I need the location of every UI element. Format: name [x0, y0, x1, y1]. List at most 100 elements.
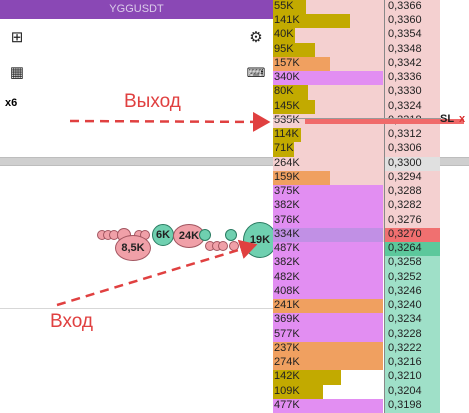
orderbook-row[interactable]: 577K 0,3228	[273, 327, 440, 342]
volume-bar	[273, 142, 294, 157]
price-cell	[385, 213, 440, 228]
orderbook-row[interactable]: 382K 0,3282	[273, 199, 440, 214]
price-value: 0,3198	[388, 398, 422, 411]
price-value: 0,3264	[388, 242, 422, 255]
volume-value: 408K	[274, 284, 300, 297]
volume-value: 55K	[274, 0, 294, 12]
gear-icon[interactable]: ⚙	[249, 29, 263, 46]
volume-bar	[273, 398, 383, 413]
volume-value: 334K	[274, 227, 300, 240]
orderbook-row[interactable]: 241K 0,3240	[273, 299, 440, 314]
orderbook-row[interactable]: 55K 0,3366	[273, 0, 440, 15]
exit-arrow	[69, 111, 271, 132]
price-value: 0,3216	[388, 356, 422, 369]
volume-bar	[273, 128, 301, 143]
window-title: YGGUSDT	[0, 0, 273, 19]
price-value: 0,3234	[388, 313, 422, 326]
price-cell	[385, 256, 440, 271]
orderbook-row[interactable]: 109K 0,3204	[273, 384, 440, 399]
price-cell	[385, 327, 440, 342]
orderbook-row[interactable]: 340K 0,3336	[273, 71, 440, 86]
price-cell	[385, 270, 440, 285]
price-cell	[385, 142, 440, 157]
grid-line	[0, 308, 273, 309]
volume-value: 535K	[274, 113, 300, 126]
volume-bar	[273, 213, 383, 228]
orderbook-row[interactable]: 274K 0,3216	[273, 356, 440, 371]
price-value: 0,3288	[388, 185, 422, 198]
orderbook-row[interactable]: 95K 0,3348	[273, 42, 440, 57]
volume-value: 369K	[274, 313, 300, 326]
add-chart-icon[interactable]: ⊞	[10, 29, 24, 46]
trade-bubble	[218, 241, 228, 251]
orderbook-row[interactable]: 141K 0,3360	[273, 14, 440, 29]
orderbook-row[interactable]: 157K 0,3342	[273, 56, 440, 72]
calculator-icon[interactable]: ▦	[9, 64, 25, 81]
volume-bar	[273, 370, 342, 385]
volume-value: 482K	[274, 270, 300, 283]
volume-value: 487K	[274, 242, 300, 255]
price-value: 0,3354	[388, 28, 422, 41]
orderbook-row[interactable]: 334K 0,3270	[273, 227, 440, 243]
price-cell	[385, 85, 440, 100]
price-value: 0,3360	[388, 14, 422, 27]
orderbook-row[interactable]: 408K 0,3246	[273, 284, 440, 300]
orderbook-row[interactable]: 382K 0,3258	[273, 256, 440, 271]
price-cell	[385, 341, 440, 357]
price-cell	[385, 42, 440, 57]
price-value: 0,3276	[388, 213, 422, 226]
pane-separator-right	[440, 157, 469, 166]
volume-value: 159K	[274, 170, 300, 183]
volume-value: 274K	[274, 356, 300, 369]
price-cell	[385, 14, 440, 29]
orderbook-row[interactable]: 375K 0,3288	[273, 185, 440, 200]
cluster-label: 6K	[155, 229, 171, 241]
volume-bar	[273, 71, 383, 86]
price-value: 0,3366	[388, 0, 422, 12]
volume-value: 382K	[274, 199, 300, 212]
orderbook-row[interactable]: 264K 0,3300	[273, 156, 440, 171]
orderbook-row[interactable]: 71K 0,3306	[273, 142, 440, 157]
keyboard-icon[interactable]: ⌨	[246, 65, 266, 80]
pane-separator[interactable]	[0, 157, 273, 166]
orderbook-row[interactable]: 376K 0,3276	[273, 213, 440, 228]
orderbook-row[interactable]: 487K 0,3264	[273, 242, 440, 257]
orderbook-row[interactable]: 80K 0,3330	[273, 85, 440, 100]
price-value: 0,3240	[388, 299, 422, 312]
volume-value: 109K	[274, 384, 300, 397]
volume-bar	[273, 313, 383, 328]
sl-close-icon[interactable]: x	[459, 113, 466, 125]
exit-annotation: Выход	[124, 91, 181, 112]
volume-value: 145K	[274, 99, 300, 112]
orderbook-row[interactable]: 145K 0,3324	[273, 99, 440, 114]
order-book[interactable]: 55K 0,3366 141K 0,3360 40K 0,3354 95K 0,3348 157…	[273, 0, 440, 413]
orderbook-row[interactable]: 142K 0,3210	[273, 370, 440, 385]
price-value: 0,3204	[388, 384, 422, 397]
price-value: 0,3210	[388, 370, 422, 383]
price-cell	[385, 356, 440, 371]
price-cell	[385, 128, 440, 143]
volume-value: 577K	[274, 327, 300, 340]
price-value: 0,3228	[388, 327, 422, 340]
volume-bar	[273, 28, 295, 43]
price-value: 0,3252	[388, 270, 422, 283]
price-cell	[385, 71, 440, 86]
orderbook-row[interactable]: 369K 0,3234	[273, 313, 440, 328]
cluster-label: 24K	[178, 230, 200, 242]
volume-bar	[273, 356, 383, 371]
volume-value: 382K	[274, 256, 300, 269]
volume-bar	[273, 185, 383, 200]
orderbook-row[interactable]: 482K 0,3252	[273, 270, 440, 285]
orderbook-row[interactable]: 40K 0,3354	[273, 28, 440, 43]
price-value: 0,3294	[388, 170, 422, 183]
orderbook-row[interactable]: 477K 0,3198	[273, 398, 440, 413]
price-value: 0,3282	[388, 199, 422, 212]
volume-bar	[273, 284, 383, 300]
sl-label: SL	[440, 113, 455, 125]
orderbook-row[interactable]: 159K 0,3294	[273, 170, 440, 186]
price-cell	[385, 299, 440, 314]
orderbook-row[interactable]: 114K 0,3312	[273, 128, 440, 143]
orderbook-row[interactable]: 237K 0,3222	[273, 341, 440, 357]
price-value: 0,3258	[388, 256, 422, 269]
volume-bar	[273, 270, 383, 285]
